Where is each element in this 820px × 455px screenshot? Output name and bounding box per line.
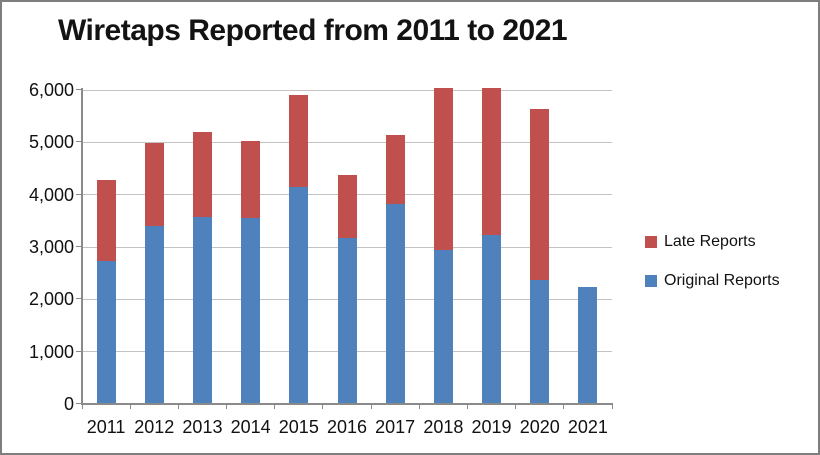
bar-original-reports-2011 bbox=[96, 261, 116, 404]
legend-label-late-reports: Late Reports bbox=[664, 233, 756, 250]
x-tick-4 bbox=[274, 404, 276, 409]
x-tick-1 bbox=[129, 404, 131, 409]
bar-original-reports-2013 bbox=[192, 216, 212, 404]
bar-late-reports-2017 bbox=[385, 135, 405, 205]
bar-original-reports-2015 bbox=[289, 186, 309, 404]
x-tick-label-2013: 2013 bbox=[182, 417, 223, 437]
legend-item-original-reports: Original Reports bbox=[645, 270, 780, 292]
x-tick-11 bbox=[611, 404, 613, 409]
bar-original-reports-2016 bbox=[337, 238, 357, 404]
x-tick-label-2018: 2018 bbox=[423, 417, 464, 437]
x-tick-2 bbox=[177, 404, 179, 409]
bar-late-reports-2015 bbox=[289, 95, 309, 187]
x-tick-label-2015: 2015 bbox=[278, 417, 319, 437]
legend-label-original-reports: Original Reports bbox=[664, 272, 780, 289]
y-tick-5000 bbox=[76, 141, 82, 143]
bar-original-reports-2014 bbox=[241, 218, 261, 404]
y-tick-2000 bbox=[76, 298, 82, 300]
y-tick-3000 bbox=[76, 246, 82, 247]
x-tick-3 bbox=[226, 404, 228, 409]
bar-original-reports-2020 bbox=[530, 279, 550, 404]
bar-late-reports-2014 bbox=[241, 140, 261, 219]
y-tick-label-0: 0 bbox=[63, 394, 74, 414]
x-tick-10 bbox=[563, 404, 565, 409]
y-tick-label-4000: 4,000 bbox=[28, 184, 74, 205]
y-tick-label-5000: 5,000 bbox=[28, 132, 74, 153]
legend: Late Reports Original Reports bbox=[645, 231, 780, 309]
x-tick-8 bbox=[466, 404, 468, 409]
x-tick-7 bbox=[418, 404, 420, 409]
gridline-6000 bbox=[82, 89, 612, 91]
legend-swatch-late-reports bbox=[645, 236, 657, 248]
x-tick-label-2012: 2012 bbox=[134, 417, 175, 437]
y-tick-label-2000: 2,000 bbox=[28, 289, 74, 310]
x-tick-label-2016: 2016 bbox=[326, 417, 368, 437]
x-tick-label-2020: 2020 bbox=[519, 417, 560, 437]
bar-late-reports-2019 bbox=[482, 87, 502, 236]
legend-item-late-reports: Late Reports bbox=[645, 231, 780, 253]
x-tick-label-2014: 2014 bbox=[230, 417, 271, 437]
x-tick-label-2021: 2021 bbox=[567, 417, 608, 437]
x-tick-5 bbox=[322, 404, 324, 409]
bar-late-reports-2020 bbox=[530, 109, 550, 280]
y-tick-label-3000: 3,000 bbox=[28, 237, 74, 257]
gridline-5000 bbox=[82, 141, 612, 143]
x-tick-label-2019: 2019 bbox=[471, 417, 512, 437]
y-tick-4000 bbox=[76, 193, 82, 195]
bar-original-reports-2021 bbox=[578, 286, 598, 404]
y-tick-6000 bbox=[76, 89, 82, 90]
plot-area bbox=[82, 87, 612, 404]
legend-swatch-original-reports bbox=[645, 275, 657, 287]
bar-original-reports-2017 bbox=[385, 204, 405, 404]
y-tick-label-6000: 6,000 bbox=[28, 80, 74, 100]
bar-late-reports-2018 bbox=[433, 88, 453, 251]
x-tick-label-2017: 2017 bbox=[375, 417, 416, 437]
chart-title: Wiretaps Reported from 2011 to 2021 bbox=[58, 14, 568, 47]
x-tick-6 bbox=[370, 404, 372, 409]
y-tick-label-1000: 1,000 bbox=[28, 341, 74, 362]
y-tick-0 bbox=[76, 403, 82, 404]
bar-late-reports-2011 bbox=[96, 180, 116, 262]
bar-late-reports-2012 bbox=[144, 142, 164, 227]
y-tick-1000 bbox=[76, 350, 82, 352]
bar-original-reports-2018 bbox=[433, 250, 453, 404]
x-tick-9 bbox=[515, 404, 517, 409]
bar-late-reports-2016 bbox=[337, 175, 357, 239]
x-axis-line bbox=[81, 403, 613, 405]
bar-original-reports-2012 bbox=[144, 226, 164, 404]
bar-late-reports-2013 bbox=[192, 132, 212, 217]
x-tick-label-2011: 2011 bbox=[86, 417, 126, 437]
x-tick-0 bbox=[81, 404, 83, 409]
bar-original-reports-2019 bbox=[482, 235, 502, 404]
